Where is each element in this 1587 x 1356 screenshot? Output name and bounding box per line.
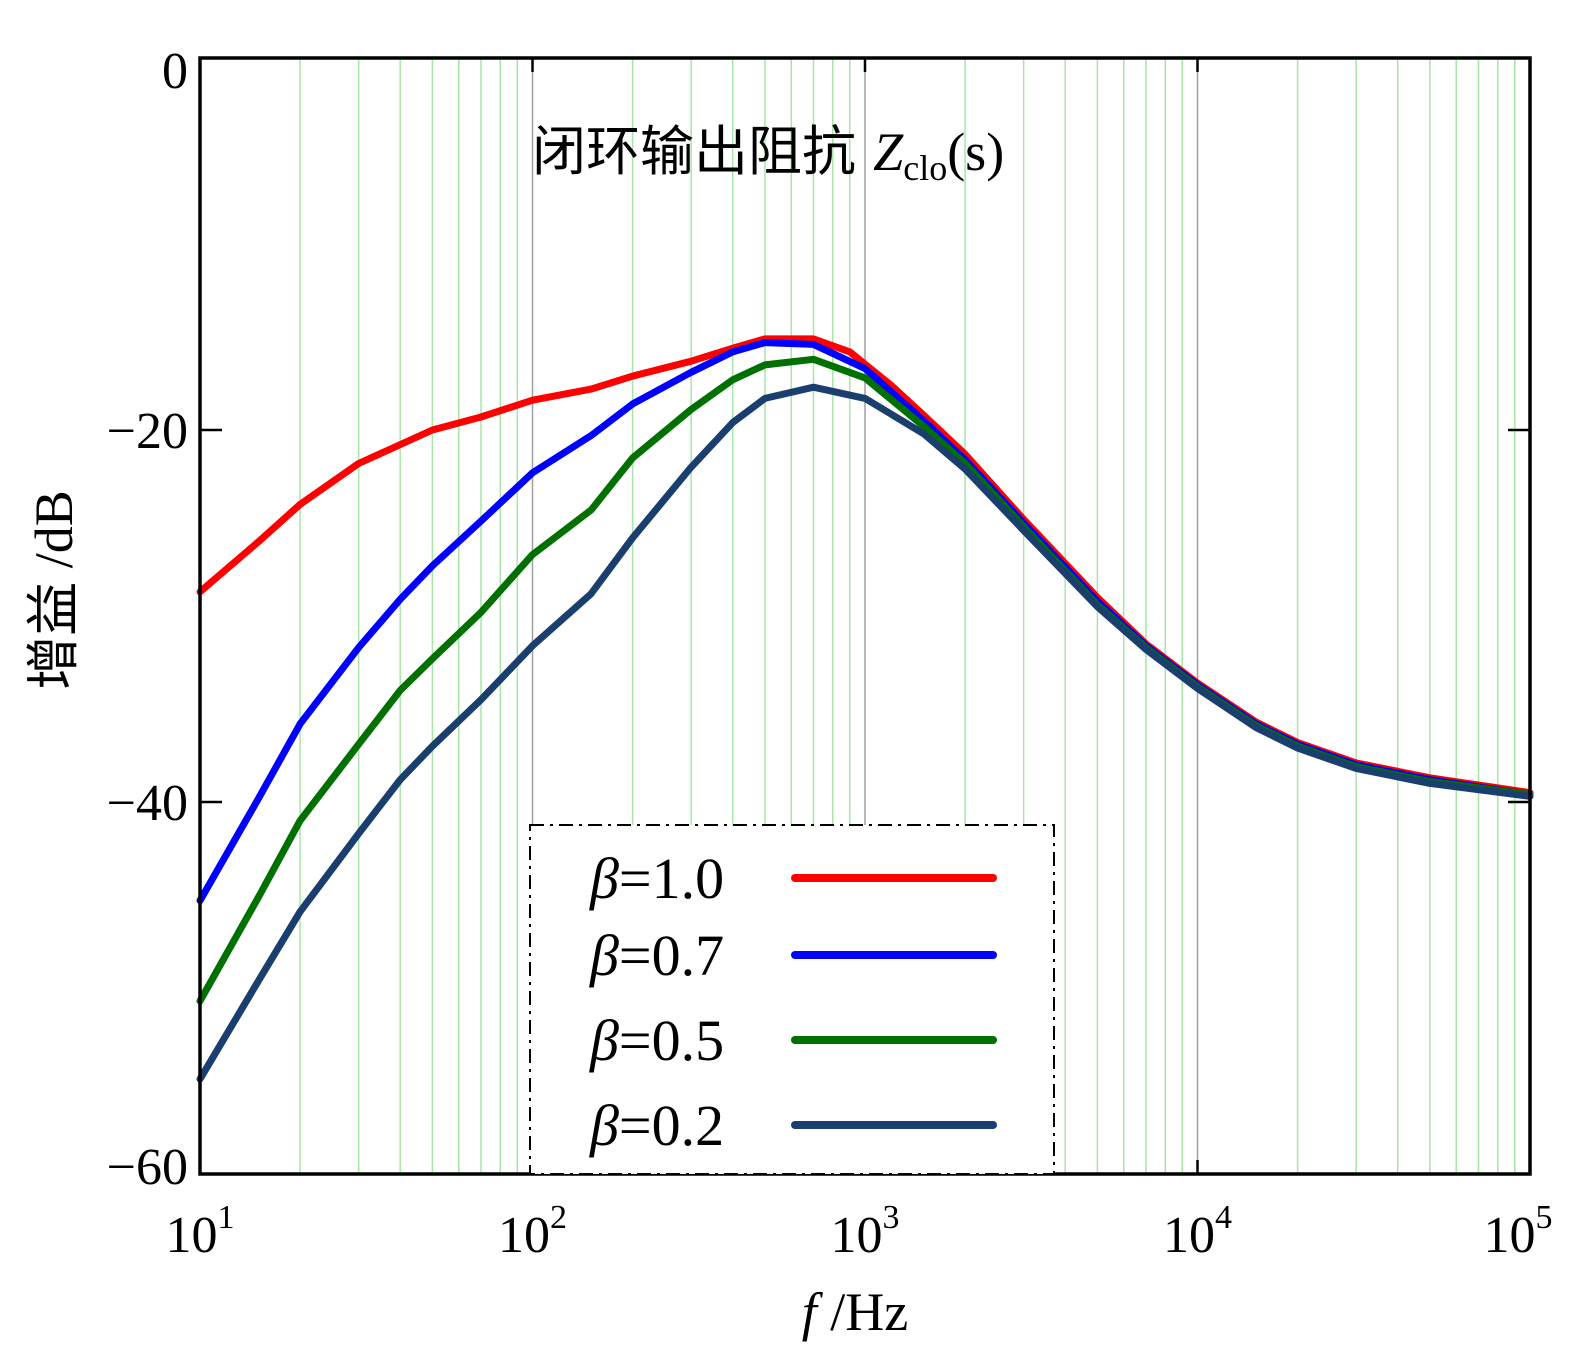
y-tick-label: −20 xyxy=(107,403,188,460)
x-tick-label: 102 xyxy=(498,1199,567,1264)
x-tick-label: 105 xyxy=(1484,1199,1553,1264)
legend: β=1.0 β=0.7 β=0.5 β=0.2 xyxy=(529,824,1055,1175)
series-lines xyxy=(196,335,1534,1083)
chart-title: 闭环输出阻抗 Zclo(s) xyxy=(532,120,1004,188)
y-tick-label: −40 xyxy=(107,775,188,832)
x-axis-title: f /Hz xyxy=(802,1282,908,1342)
legend-item: β=1.0 xyxy=(589,846,997,911)
legend-label: β=1.0 xyxy=(589,846,724,911)
y-tick-label: 0 xyxy=(162,43,188,100)
legend-items: β=1.0 β=0.7 β=0.5 β=0.2 xyxy=(589,846,997,1158)
y-tick-label: −60 xyxy=(107,1139,188,1196)
legend-label: β=0.2 xyxy=(589,1093,724,1158)
x-tick-label: 101 xyxy=(166,1199,235,1264)
legend-item: β=0.7 xyxy=(589,923,997,988)
x-tick-label: 104 xyxy=(1163,1199,1232,1264)
legend-item: β=0.2 xyxy=(589,1093,997,1158)
x-tick-label: 103 xyxy=(831,1199,900,1264)
legend-label: β=0.5 xyxy=(589,1008,724,1073)
legend-box xyxy=(529,824,1055,1175)
legend-label: β=0.7 xyxy=(589,923,724,988)
series-line-3 xyxy=(196,383,1534,1083)
legend-item: β=0.5 xyxy=(589,1008,997,1073)
y-tick-labels: 0 −20 −40 −60 xyxy=(107,43,188,1196)
y-axis-title: 增益 /dB xyxy=(24,490,84,690)
x-tick-labels: 101 102 103 104 105 xyxy=(166,1199,1553,1264)
